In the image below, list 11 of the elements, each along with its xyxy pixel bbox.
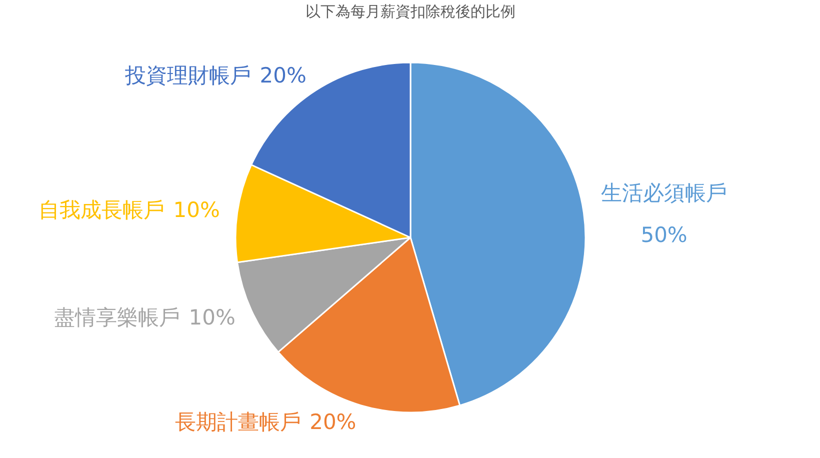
slice-label: 長期計畫帳戶 <box>175 410 302 434</box>
data-label: 20% <box>310 410 356 434</box>
slice-label: 盡情享樂帳戶 <box>54 305 180 330</box>
slice-label: 生活必須帳戶 <box>601 181 728 206</box>
data-label: 50% <box>640 223 688 248</box>
data-label: 10% <box>188 305 236 330</box>
data-label: 10% <box>173 198 220 222</box>
chart-title: 以下為每月薪資扣除稅後的比例 <box>306 4 516 20</box>
slice-label: 投資理財帳戶 <box>124 64 252 88</box>
slice-label: 自我成長帳戶 <box>38 198 165 222</box>
data-label: 20% <box>260 64 306 88</box>
